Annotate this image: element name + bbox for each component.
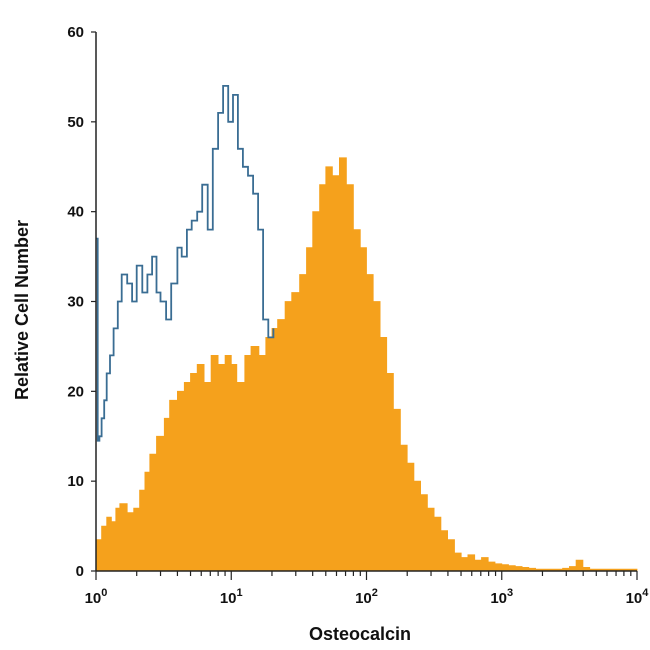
x-tick-base: 10: [85, 590, 102, 607]
x-tick-exponent: 3: [507, 587, 513, 599]
x-tick-exponent: 0: [101, 587, 107, 599]
x-tick-base: 10: [626, 590, 643, 607]
x-tick-label: 103: [490, 587, 513, 607]
y-tick-label: 30: [67, 294, 84, 311]
y-tick-label: 50: [67, 114, 84, 131]
x-tick-label: 100: [85, 587, 108, 607]
x-tick-exponent: 4: [642, 587, 649, 599]
x-tick-base: 10: [220, 590, 237, 607]
x-tick-exponent: 2: [372, 587, 378, 599]
x-axis-ticks: 100 101 102 103 104: [85, 571, 650, 607]
x-axis-title: Osteocalcin: [309, 624, 411, 644]
y-tick-label: 20: [67, 383, 84, 400]
y-tick-label: 0: [76, 563, 84, 580]
x-tick-base: 10: [355, 590, 372, 607]
x-tick-base: 10: [490, 590, 507, 607]
x-tick-label: 102: [355, 587, 378, 607]
x-tick-label: 104: [626, 587, 650, 607]
y-tick-label: 60: [67, 24, 84, 41]
x-tick-label: 101: [220, 587, 243, 607]
y-axis-title: Relative Cell Number: [12, 220, 32, 400]
x-tick-exponent: 1: [237, 587, 243, 599]
series-osteocalcin-filled-histogram: [95, 157, 638, 572]
series-control-outline-histogram: [96, 85, 275, 442]
y-tick-label: 10: [67, 473, 84, 490]
y-axis-ticks: 0 10 20 30 40 50 60: [67, 24, 96, 580]
y-tick-label: 40: [67, 204, 84, 221]
plot-area: [95, 85, 638, 572]
